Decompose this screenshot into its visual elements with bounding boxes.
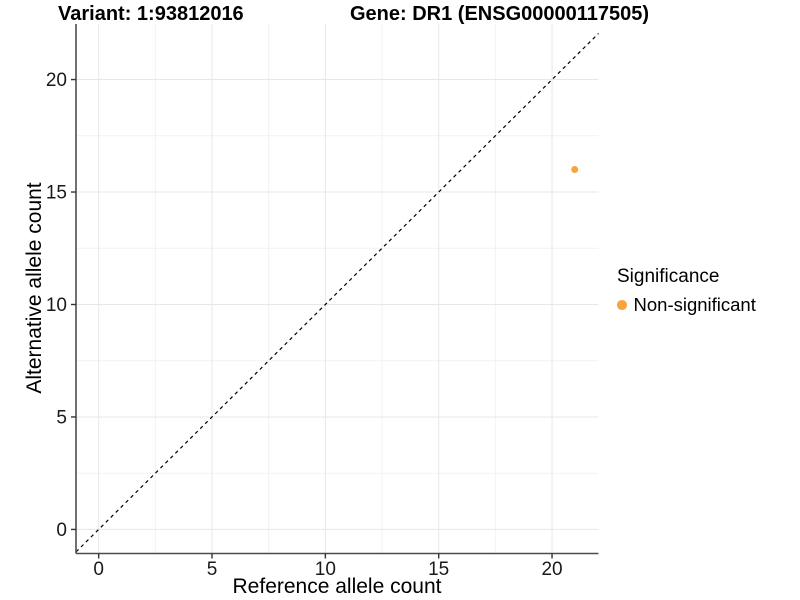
chart-title-variant: Variant: 1:93812016 [58, 3, 244, 25]
y-tick-label: 0 [56, 520, 67, 541]
x-axis-label: Reference allele count [232, 575, 442, 598]
y-axis-label: Alternative allele count [23, 182, 46, 394]
legend-item-label: Non-significant [633, 294, 756, 315]
x-tick-label: 10 [315, 559, 336, 580]
x-tick-label: 0 [93, 559, 104, 580]
y-tick-label: 20 [46, 70, 67, 91]
chart-title-gene: Gene: DR1 (ENSG00000117505) [350, 3, 650, 25]
x-tick-label: 15 [428, 559, 449, 580]
legend-item: Non-significant [617, 294, 756, 316]
x-tick-label: 5 [207, 559, 218, 580]
point-swatch-icon [617, 300, 627, 310]
legend: Significance Non-significant [617, 266, 756, 316]
data-point [571, 166, 579, 174]
y-tick-label: 15 [46, 183, 67, 204]
legend-title: Significance [617, 266, 720, 287]
y-tick-label: 10 [46, 295, 67, 316]
x-tick-label: 20 [541, 559, 562, 580]
identity-line [75, 33, 599, 553]
y-tick-label: 5 [56, 407, 67, 428]
